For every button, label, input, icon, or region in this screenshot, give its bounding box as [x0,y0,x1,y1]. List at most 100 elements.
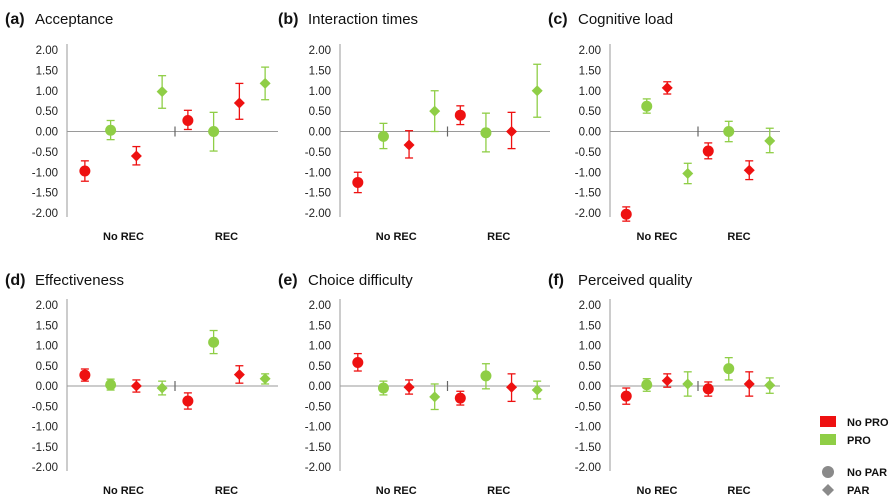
y-tick-label: 1.50 [36,320,58,332]
marker-circle [702,383,714,395]
y-tick-label: -1.00 [305,167,331,179]
marker-circle [79,165,91,177]
y-tick-label: 1.00 [579,86,601,98]
legend-swatch [820,416,836,427]
marker-diamond [506,126,518,137]
group-label: No REC [637,485,678,497]
panel-a: (a) Acceptance 2.00 1.50 1.00 0.50 0.00 -0.50 -1… [5,11,278,243]
marker-circle [182,395,194,407]
marker-circle [377,130,389,142]
marker-diamond [764,135,776,147]
y-tick-label: 2.00 [579,45,601,57]
marker-diamond [156,382,168,394]
y-tick-label: 1.50 [309,65,331,77]
marker-circle [352,357,364,369]
marker-circle [723,126,735,137]
y-tick-label: -1.50 [305,188,331,200]
marker-diamond [233,369,245,381]
panel-tag: (b) [278,11,298,28]
data-point [182,109,194,131]
data-point [105,119,117,141]
y-tick-label: 0.00 [36,127,58,139]
data-point [352,171,364,194]
data-point [702,381,714,397]
y-tick-label: -1.50 [575,442,601,454]
y-tick-label: -0.50 [32,401,58,413]
y-tick-label: 0.50 [579,106,601,118]
marker-diamond [764,379,776,391]
data-point [620,206,632,222]
y-tick-label: 1.50 [579,65,601,77]
panel-e: (e) Choice difficulty 2.00 1.50 1.00 0.50 0.00… [278,272,550,497]
marker-circle [105,124,117,136]
y-tick-label: 1.50 [36,65,58,77]
y-tick-label: -1.00 [32,422,58,434]
y-tick-label: 1.00 [36,86,58,98]
panel-c: (c) Cognitive load 2.00 1.50 1.00 0.50 0.00 -0.… [548,11,780,243]
data-point [764,127,776,154]
y-tick-label: 0.50 [309,361,331,373]
group-label: REC [727,485,750,497]
y-tick-label: -2.00 [575,462,601,474]
y-tick-label: -1.50 [32,188,58,200]
y-tick-label: -2.00 [32,462,58,474]
panel-title: Choice difficulty [308,272,413,289]
marker-circle [352,176,364,188]
data-point [233,365,245,384]
panel-tag: (c) [548,11,568,28]
y-tick-label: 1.50 [309,320,331,332]
marker-circle [182,114,194,126]
y-tick-label: -0.50 [575,401,601,413]
legend-label: No PAR [847,467,887,479]
data-point [764,377,776,394]
legend-swatch [820,434,836,445]
group-label: REC [727,231,750,243]
marker-diamond [259,373,271,385]
marker-diamond [743,164,755,176]
data-point [702,142,714,160]
panel-title: Acceptance [35,11,113,28]
marker-diamond [682,167,694,179]
data-point [79,160,91,182]
y-tick-label: -1.50 [575,188,601,200]
data-point [403,379,415,395]
marker-circle [454,109,466,121]
y-tick-label: 2.00 [36,45,58,57]
data-point [208,111,220,152]
y-tick-label: 0.50 [579,361,601,373]
data-point [454,105,466,126]
marker-circle [480,127,492,139]
y-tick-label: 0.50 [36,106,58,118]
marker-diamond [259,77,271,89]
data-point [723,356,735,381]
legend-label: PRO [847,435,871,447]
panel-tag: (a) [5,11,25,28]
panel-title: Perceived quality [578,272,693,289]
y-tick-label: 0.00 [309,381,331,393]
panel-title: Cognitive load [578,11,673,28]
marker-diamond [661,375,673,387]
y-tick-label: -1.00 [575,422,601,434]
legend-diamond-icon [822,484,834,496]
y-tick-label: 0.00 [309,127,331,139]
data-point [79,368,91,382]
group-label: REC [487,485,510,497]
y-tick-label: -2.00 [305,462,331,474]
y-tick-label: 1.50 [579,320,601,332]
group-label: No REC [376,485,417,497]
data-point [259,373,271,385]
data-point [156,75,168,109]
data-point [531,380,543,400]
marker-diamond [403,139,415,151]
data-point [641,98,653,114]
y-tick-label: 0.00 [579,381,601,393]
data-point [661,373,673,388]
data-point [743,371,755,397]
data-point [531,63,543,118]
y-tick-label: 0.00 [579,127,601,139]
marker-diamond [429,391,441,403]
y-tick-label: -2.00 [575,208,601,220]
panel-tag: (e) [278,272,298,289]
marker-circle [454,392,466,404]
data-point [506,373,518,403]
